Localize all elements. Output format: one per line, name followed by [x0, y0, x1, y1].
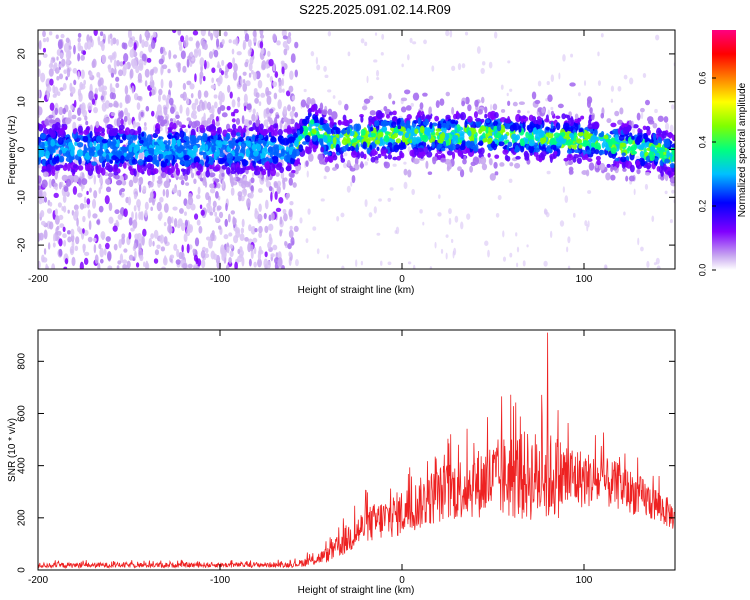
- snr-y-tick-label: 400: [17, 457, 28, 474]
- spectrogram-y-ticks: -20 -10 0 10 20: [17, 48, 675, 252]
- snr-x-ticks: -200 -100 0 100: [28, 330, 593, 586]
- colorbar-tick-label: 0.0: [697, 264, 707, 277]
- spectrogram-y-tick-label: -20: [17, 237, 28, 252]
- colorbar-tick-label: 0.2: [697, 200, 707, 213]
- spectrogram-y-label: Frequency (Hz): [7, 116, 18, 185]
- snr-frame: [37, 329, 676, 571]
- spectrogram-y-tick-label: -10: [17, 190, 28, 205]
- spectrogram-x-label: Height of straight line (km): [298, 285, 415, 296]
- figure-title: S225.2025.091.02.14.R09: [299, 2, 451, 17]
- spectrogram-y-tick-label: 0: [17, 146, 28, 152]
- snr-y-ticks: 0 200 400 600 800: [17, 353, 675, 573]
- snr-x-tick-label: 0: [399, 575, 405, 586]
- snr-x-tick-label: -200: [28, 575, 48, 586]
- spectrogram-x-tick-label: 100: [576, 274, 593, 285]
- colorbar-tick-label: 0.4: [697, 136, 707, 149]
- spectrogram-x-ticks: -200 -100 0 100: [28, 30, 593, 285]
- snr-x-tick-label: -100: [210, 575, 230, 586]
- snr-y-label: SNR (10 * v/v): [7, 418, 18, 482]
- spectrogram-x-tick-label: -100: [210, 274, 230, 285]
- colorbar-label: Normalized spectral amplitude: [737, 82, 748, 217]
- snr-y-tick-label: 800: [17, 353, 28, 370]
- colorbar: 0.0 0.2 0.4 0.6 Normalized spectral amplitu…: [697, 30, 748, 276]
- snr-series-line: [38, 332, 675, 570]
- snr-y-tick-label: 200: [17, 509, 28, 526]
- colorbar-ticks: 0.0 0.2 0.4 0.6: [697, 72, 716, 277]
- snr-y-tick-label: 0: [17, 567, 28, 573]
- snr-panel: -200 -100 0 100 0 200 400 600 800 Height of str…: [7, 329, 676, 596]
- colorbar-tick-label: 0.6: [697, 72, 707, 85]
- spectrogram-x-tick-label: 0: [399, 274, 405, 285]
- spectrogram-x-tick-label: -200: [28, 274, 48, 285]
- snr-y-tick-label: 600: [17, 405, 28, 422]
- colorbar-gradient: [712, 30, 736, 270]
- snr-x-tick-label: 100: [576, 575, 593, 586]
- spectrogram-y-tick-label: 10: [17, 96, 28, 108]
- spectrogram-heatmap: [38, 30, 675, 269]
- spectrogram-y-tick-label: 20: [17, 48, 28, 60]
- snr-x-label: Height of straight line (km): [298, 585, 415, 596]
